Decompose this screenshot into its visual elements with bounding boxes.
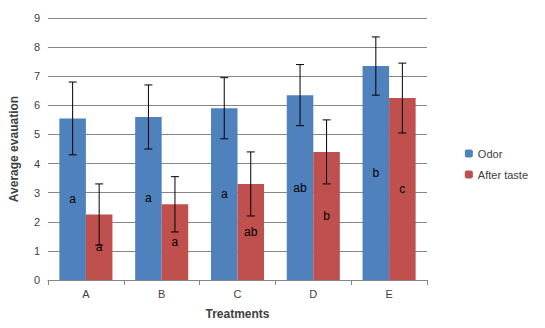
svg-text:4: 4 [34,158,40,170]
svg-text:A: A [82,288,90,300]
svg-text:3: 3 [34,187,40,199]
svg-text:Odor: Odor [478,148,503,160]
svg-text:a: a [95,240,103,255]
svg-text:E: E [385,288,392,300]
svg-text:b: b [372,166,379,180]
svg-text:a: a [172,235,179,249]
svg-text:0: 0 [34,274,40,286]
svg-text:After taste: After taste [478,169,528,181]
svg-text:a: a [221,187,228,201]
svg-text:2: 2 [34,216,40,228]
svg-text:6: 6 [34,99,40,111]
svg-text:Treatments: Treatments [205,307,269,321]
svg-text:c: c [399,182,405,196]
svg-text:ab: ab [293,181,307,195]
svg-text:B: B [158,288,165,300]
svg-text:7: 7 [34,70,40,82]
svg-text:Average evauation: Average evauation [7,96,21,202]
svg-text:5: 5 [34,128,40,140]
svg-text:a: a [145,191,152,205]
svg-text:C: C [234,288,242,300]
svg-text:1: 1 [34,245,40,257]
svg-text:ab: ab [244,225,258,239]
svg-text:b: b [323,209,330,223]
svg-text:8: 8 [34,41,40,53]
svg-text:a: a [69,192,76,206]
svg-text:9: 9 [34,12,40,24]
svg-text:D: D [309,288,317,300]
